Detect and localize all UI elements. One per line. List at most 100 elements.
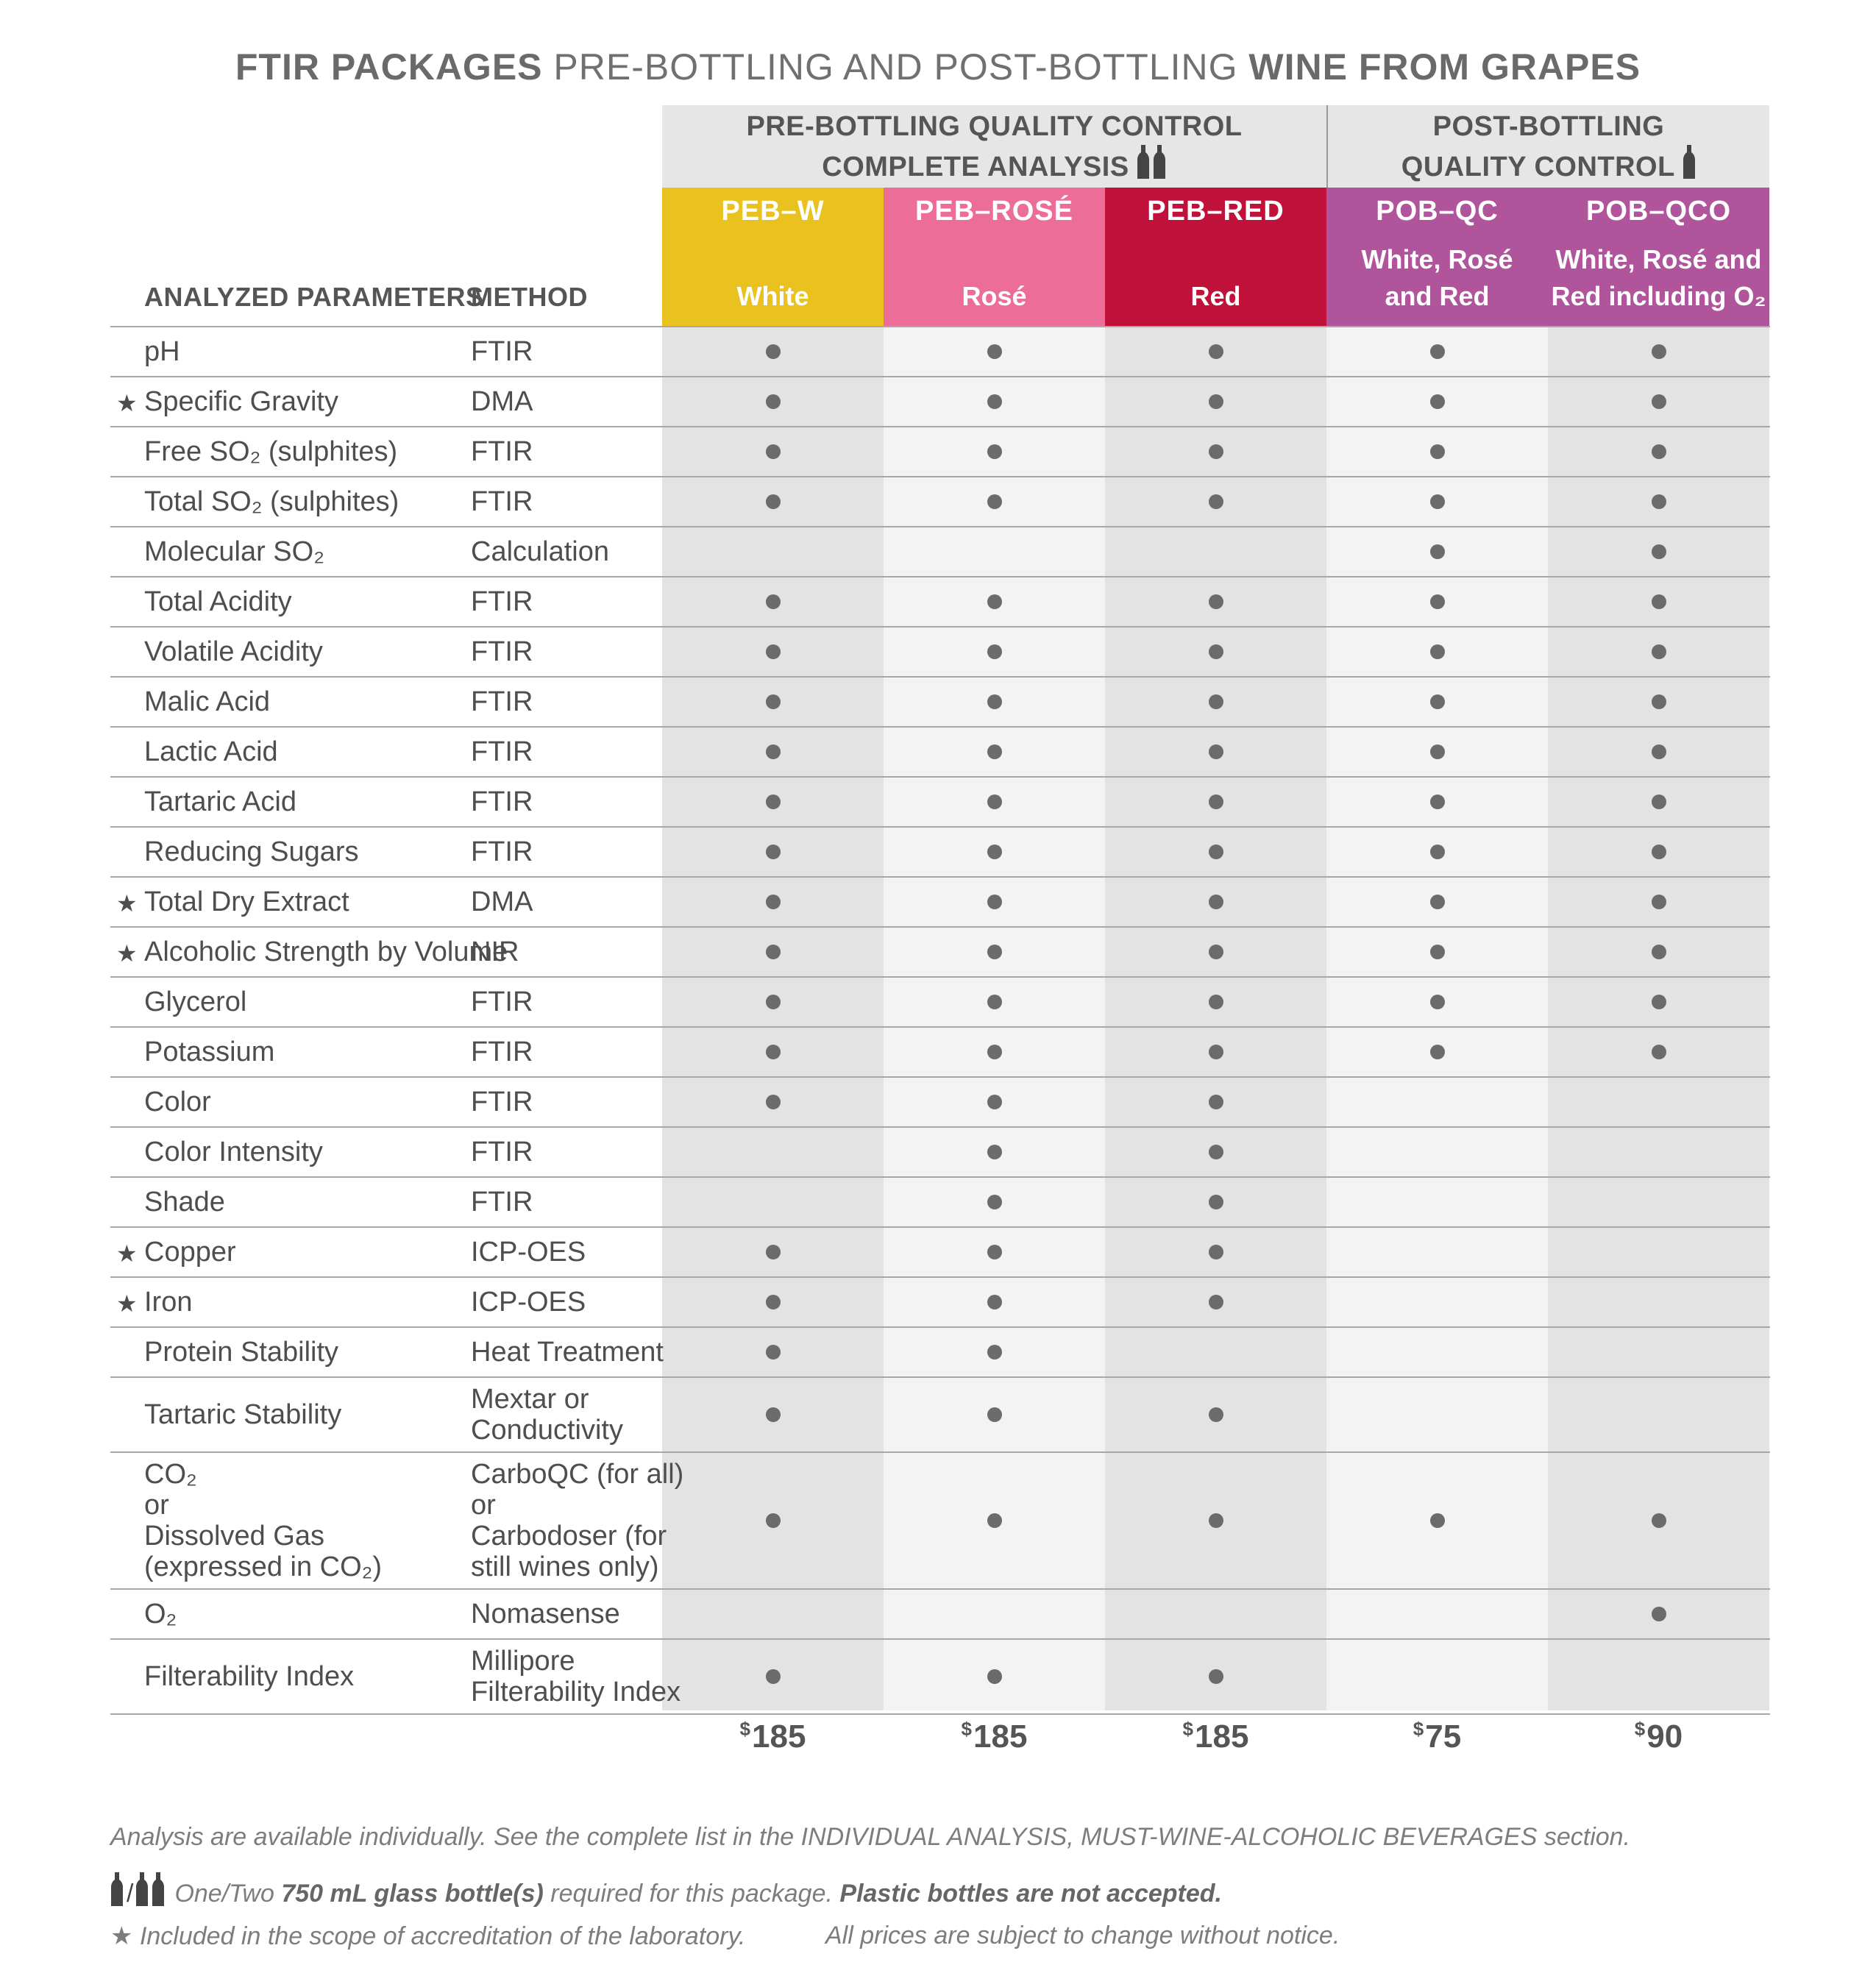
row-divider: [110, 1588, 1770, 1590]
group-pre-bottling: PRE-BOTTLING QUALITY CONTROL COMPLETE AN…: [662, 105, 1326, 188]
table-top-line: [110, 326, 1770, 327]
parameter-name: Color Intensity: [144, 1137, 323, 1167]
table-row: [110, 1027, 1770, 1077]
accreditation-star-icon: ★: [116, 890, 138, 917]
included-dot: [1208, 1095, 1223, 1109]
included-dot: [987, 1407, 1002, 1422]
included-dot: [765, 995, 781, 1009]
included-dot: [1208, 744, 1223, 759]
row-divider: [110, 976, 1770, 978]
table-row: [110, 327, 1770, 377]
included-dot: [987, 895, 1002, 909]
included-dot: [1208, 644, 1223, 659]
package-column-bg: [662, 327, 884, 1710]
package-description: White, Rosé and Red including O₂: [1548, 237, 1769, 327]
row-divider: [110, 1026, 1770, 1028]
included-dot: [765, 694, 781, 709]
included-dot: [765, 1045, 781, 1059]
included-dot: [987, 494, 1002, 509]
method-name: DMA: [471, 386, 533, 417]
row-divider: [110, 476, 1770, 477]
package-column-bg: [884, 327, 1105, 1710]
title-part-1: FTIR PACKAGES: [235, 46, 543, 88]
table-row: [110, 827, 1770, 877]
included-dot: [1429, 694, 1445, 709]
parameter-name: Volatile Acidity: [144, 636, 323, 667]
table-row: [110, 777, 1770, 827]
method-name: Millipore Filterability Index: [471, 1646, 681, 1707]
row-divider: [110, 626, 1770, 628]
method-name: Mextar or Conductivity: [471, 1384, 623, 1446]
footnote-accreditation-text: Included in the scope of accreditation o…: [139, 1922, 746, 1950]
parameter-name: Total SO₂ (sulphites): [144, 486, 399, 517]
included-dot: [1429, 1513, 1445, 1528]
parameter-name: Specific Gravity: [144, 386, 338, 417]
group-pre-line-2: COMPLETE ANALYSIS: [822, 151, 1129, 182]
row-divider: [110, 876, 1770, 878]
included-dot: [987, 1195, 1002, 1209]
page-title: FTIR PACKAGES PRE-BOTTLING AND POST-BOTT…: [0, 46, 1876, 88]
row-divider: [110, 776, 1770, 778]
included-dot: [765, 795, 781, 809]
included-dot: [1208, 1295, 1223, 1309]
included-dot: [1208, 594, 1223, 609]
included-dot: [987, 945, 1002, 959]
included-dot: [987, 1145, 1002, 1159]
included-dot: [987, 1669, 1002, 1684]
method-name: FTIR: [471, 586, 533, 617]
table-row: [110, 1077, 1770, 1127]
included-dot: [987, 1513, 1002, 1528]
table-row: [110, 627, 1770, 677]
row-divider: [110, 1126, 1770, 1128]
package-code: PEB–RED: [1105, 188, 1326, 235]
star-icon: ★: [110, 1922, 133, 1950]
included-dot: [1208, 1145, 1223, 1159]
package-header-divider: [662, 235, 884, 237]
parameter-name: Molecular SO₂: [144, 536, 324, 567]
included-dot: [1208, 1407, 1223, 1422]
package-code: PEB–W: [662, 188, 884, 235]
price-value: 185: [752, 1718, 806, 1755]
table-row: [110, 1127, 1770, 1177]
included-dot: [987, 795, 1002, 809]
included-dot: [987, 995, 1002, 1009]
price-currency-symbol: $: [739, 1718, 751, 1740]
row-divider: [110, 926, 1770, 928]
accreditation-star-icon: ★: [116, 1290, 138, 1317]
included-dot: [1208, 494, 1223, 509]
parameter-name: Total Acidity: [144, 586, 292, 617]
included-dot: [1208, 1513, 1223, 1528]
included-dot: [1429, 644, 1445, 659]
included-dot: [1651, 694, 1666, 709]
package-description: Rosé: [884, 237, 1105, 327]
included-dot: [987, 1095, 1002, 1109]
parameter-name: Color: [144, 1087, 211, 1117]
method-name: FTIR: [471, 786, 533, 817]
included-dot: [1208, 694, 1223, 709]
included-dot: [1429, 494, 1445, 509]
row-divider: [110, 1176, 1770, 1178]
accreditation-star-icon: ★: [116, 1240, 138, 1267]
included-dot: [765, 1095, 781, 1109]
included-dot: [1208, 1195, 1223, 1209]
table-row: [110, 1377, 1770, 1452]
table-row: [110, 977, 1770, 1027]
row-divider: [110, 1276, 1770, 1278]
included-dot: [1429, 544, 1445, 559]
package-header-divider: [1105, 235, 1326, 237]
price-value: 75: [1425, 1718, 1462, 1755]
method-name: FTIR: [471, 636, 533, 667]
title-part-3: WINE FROM GRAPES: [1248, 46, 1641, 88]
table-row: [110, 677, 1770, 727]
footnote-bottles-d: Plastic bottles are not accepted.: [839, 1880, 1223, 1908]
included-dot: [1651, 544, 1666, 559]
parameter-name: Potassium: [144, 1037, 275, 1067]
package-price: $90: [1548, 1718, 1769, 1755]
parameter-name: Tartaric Acid: [144, 786, 296, 817]
group-post-line-1: POST-BOTTLING: [1432, 110, 1665, 142]
included-dot: [1651, 494, 1666, 509]
parameter-name: pH: [144, 336, 180, 367]
package-description: White, Rosé and Red: [1326, 237, 1548, 327]
one-bottle-icon: [1683, 144, 1696, 179]
included-dot: [765, 845, 781, 859]
